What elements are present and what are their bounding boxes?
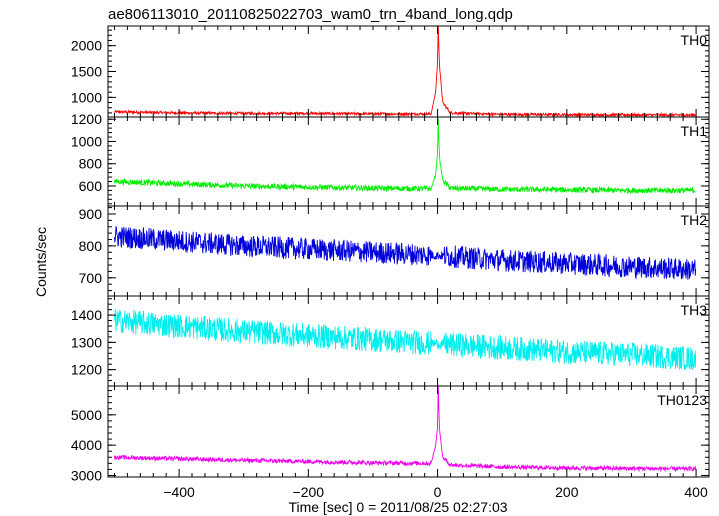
y-tick-label: 800 [79, 156, 103, 172]
y-tick-label: 3000 [71, 467, 102, 483]
y-tick-label: 800 [79, 238, 103, 254]
y-tick-label: 1300 [71, 334, 102, 350]
panel-th0123: 3000 4000 5000 TH0123 [71, 385, 710, 483]
panel-th2: 700 800 900 TH2 [79, 205, 710, 297]
y-tick-label: 1400 [71, 307, 102, 323]
series-line-th0 [114, 26, 696, 117]
panel-label-th2: TH2 [681, 212, 708, 228]
y-tick-label: 1500 [71, 64, 102, 80]
panel-label-th0: TH0 [681, 32, 708, 48]
y-tick-label: 2000 [71, 38, 102, 54]
y-tick-label: 700 [79, 270, 103, 286]
panel-frame-th1 [107, 116, 710, 207]
panel-frame-th0123 [107, 385, 710, 478]
chart-title: ae806113010_20110825022703_wam0_trn_4ban… [108, 6, 513, 23]
y-tick-label: 600 [79, 178, 103, 194]
y-tick-label: 900 [79, 206, 103, 222]
y-tick-label: 5000 [71, 407, 102, 423]
x-tick-label: 0 [434, 484, 442, 500]
x-tick-label: −400 [163, 484, 195, 500]
x-tick-label: 400 [684, 484, 708, 500]
y-axis-label: Counts/sec [33, 227, 49, 297]
y-tick-label: 1200 [71, 111, 102, 127]
y-tick-label: 1000 [71, 133, 102, 149]
x-tick-label: −200 [293, 484, 325, 500]
y-tick-label: 1000 [71, 89, 102, 105]
x-axis-label: Time [sec] 0 = 2011/08/25 02:27:03 [288, 499, 507, 515]
x-tick-label: 200 [555, 484, 579, 500]
series-line-th0123 [114, 386, 697, 473]
panel-th0: 1000 1500 2000 TH0 [71, 25, 710, 118]
series-line-th1 [114, 118, 696, 195]
panel-th1: 600 800 1000 1200 TH1 [71, 111, 710, 207]
panel-th3: 1200 1300 1400 TH3 [71, 295, 710, 387]
panel-label-th0123: TH0123 [657, 392, 707, 408]
panel-frame-th0 [107, 25, 710, 118]
series-line-th2 [114, 225, 697, 280]
panel-label-th1: TH1 [681, 123, 708, 139]
y-tick-label: 4000 [71, 437, 102, 453]
y-tick-label: 1200 [71, 362, 102, 378]
series-line-th3 [114, 308, 697, 371]
panel-label-th3: TH3 [681, 302, 708, 318]
